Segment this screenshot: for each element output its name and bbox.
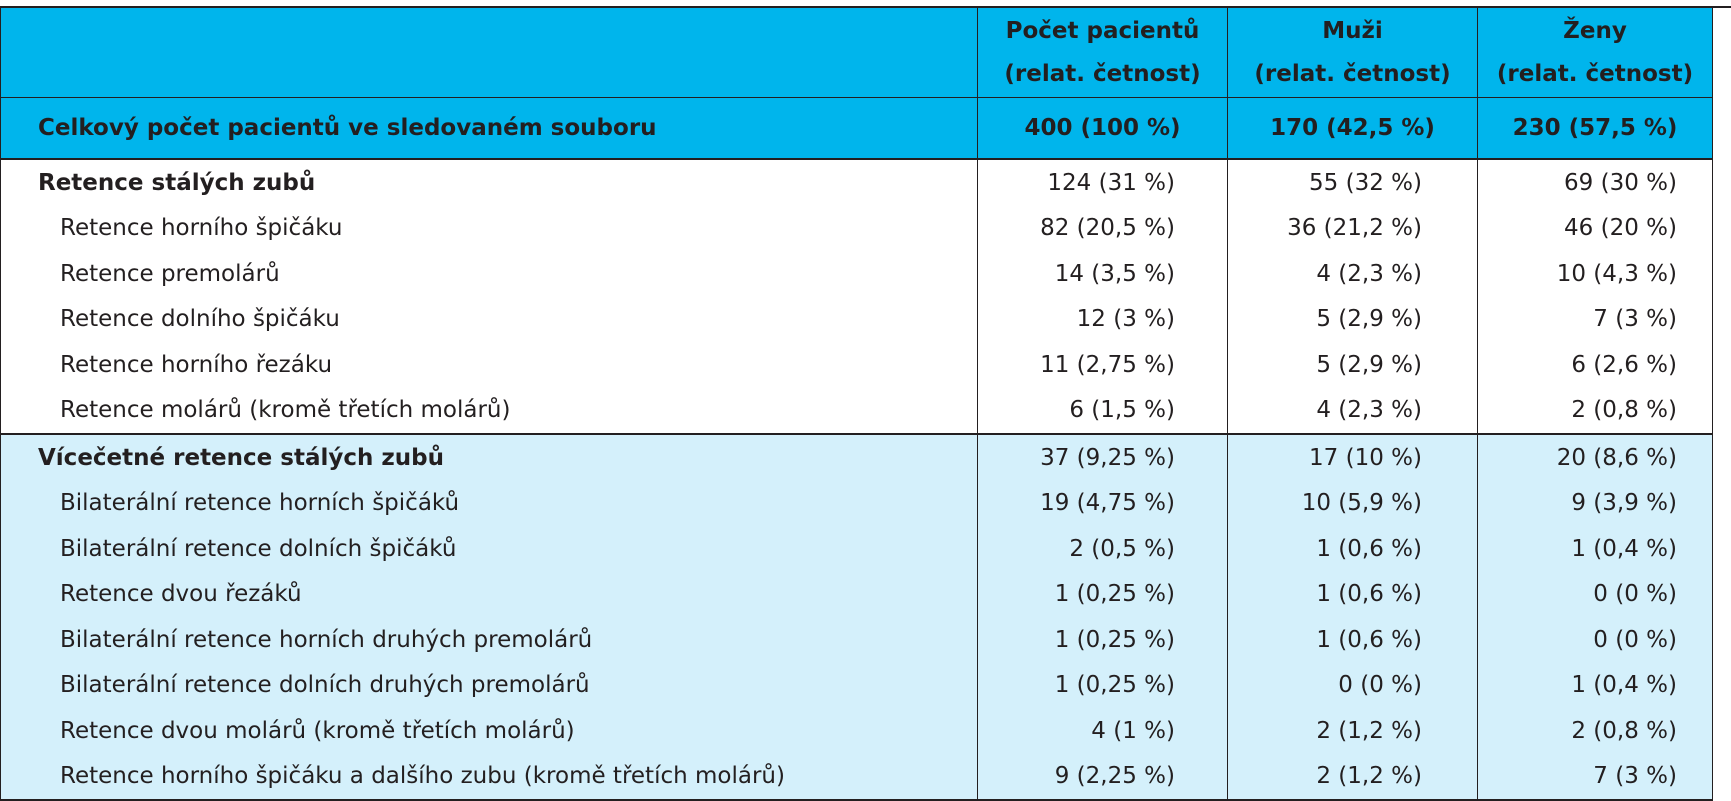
cell-women: 46 (20 %) bbox=[1477, 205, 1713, 251]
cell-men: 0 (0 %) bbox=[1227, 662, 1478, 708]
cell-women: 7 (3 %) bbox=[1477, 753, 1713, 801]
row-label: Retence dvou řezáků bbox=[0, 571, 978, 617]
cell-women: 69 (30 %) bbox=[1477, 159, 1713, 206]
cell-women: 10 (4,3 %) bbox=[1477, 251, 1713, 297]
row-label: Bilaterální retence dolních špičáků bbox=[0, 526, 978, 572]
header-men-subtitle: (relat. četnost) bbox=[1254, 60, 1451, 87]
cell-men: 1 (0,6 %) bbox=[1227, 526, 1478, 572]
header-empty-cell bbox=[0, 8, 978, 98]
row-label: Retence molárů (kromě třetích molárů) bbox=[0, 387, 978, 434]
row-label: Bilaterální retence horních špičáků bbox=[0, 480, 978, 526]
header-patient-count-title: Počet pacientů bbox=[1005, 17, 1200, 44]
cell-patients: 12 (3 %) bbox=[977, 296, 1228, 342]
table-header-row: Počet pacientů (relat. četnost) Muži (re… bbox=[0, 8, 1713, 98]
row-label: Retence horního špičáku a dalšího zubu (… bbox=[0, 753, 978, 801]
table-row: Retence dvou řezáků 1 (0,25 %) 1 (0,6 %)… bbox=[0, 571, 1713, 617]
cell-patients: 124 (31 %) bbox=[977, 159, 1228, 206]
cell-women: 7 (3 %) bbox=[1477, 296, 1713, 342]
header-women: Ženy (relat. četnost) bbox=[1477, 8, 1713, 98]
section-permanent-teeth: Retence stálých zubů 124 (31 %) 55 (32 %… bbox=[0, 159, 1713, 434]
table-row: Retence molárů (kromě třetích molárů) 6 … bbox=[0, 387, 1713, 434]
cell-men: 17 (10 %) bbox=[1227, 433, 1478, 481]
group-label: Vícečetné retence stálých zubů bbox=[0, 433, 978, 481]
header-men: Muži (relat. četnost) bbox=[1227, 8, 1478, 98]
row-label: Bilaterální retence dolních druhých prem… bbox=[0, 662, 978, 708]
header-women-subtitle: (relat. četnost) bbox=[1496, 60, 1694, 87]
table-row: Bilaterální retence dolních druhých prem… bbox=[0, 662, 1713, 708]
cell-patients: 9 (2,25 %) bbox=[977, 753, 1228, 801]
cell-patients: 1 (0,25 %) bbox=[977, 571, 1228, 617]
row-label: Retence horního řezáku bbox=[0, 342, 978, 388]
cell-women: 1 (0,4 %) bbox=[1477, 526, 1713, 572]
group-row: Vícečetné retence stálých zubů 37 (9,25 … bbox=[0, 433, 1713, 481]
group-row: Retence stálých zubů 124 (31 %) 55 (32 %… bbox=[0, 159, 1713, 206]
cell-men: 5 (2,9 %) bbox=[1227, 342, 1478, 388]
cell-men: 1 (0,6 %) bbox=[1227, 617, 1478, 663]
table-row: Retence horního řezáku 11 (2,75 %) 5 (2,… bbox=[0, 342, 1713, 388]
cell-women: 1 (0,4 %) bbox=[1477, 662, 1713, 708]
cell-patients: 37 (9,25 %) bbox=[977, 433, 1228, 481]
cell-women: 2 (0,8 %) bbox=[1477, 708, 1713, 754]
total-row: Celkový počet pacientů ve sledovaném sou… bbox=[0, 97, 1713, 160]
header-patient-count: Počet pacientů (relat. četnost) bbox=[977, 8, 1228, 98]
cell-patients: 6 (1,5 %) bbox=[977, 387, 1228, 434]
table-row: Bilaterální retence horních druhých prem… bbox=[0, 617, 1713, 663]
retention-table: Počet pacientů (relat. četnost) Muži (re… bbox=[0, 8, 1713, 801]
cell-women: 0 (0 %) bbox=[1477, 571, 1713, 617]
cell-patients: 82 (20,5 %) bbox=[977, 205, 1228, 251]
cell-men: 1 (0,6 %) bbox=[1227, 571, 1478, 617]
row-label: Bilaterální retence horních druhých prem… bbox=[0, 617, 978, 663]
cell-women: 2 (0,8 %) bbox=[1477, 387, 1713, 434]
row-label: Retence dolního špičáku bbox=[0, 296, 978, 342]
total-men: 170 (42,5 %) bbox=[1227, 97, 1478, 160]
table-row: Retence dolního špičáku 12 (3 %) 5 (2,9 … bbox=[0, 296, 1713, 342]
header-men-title: Muži bbox=[1322, 17, 1383, 44]
table-row: Retence dvou molárů (kromě třetích molár… bbox=[0, 708, 1713, 754]
cell-women: 0 (0 %) bbox=[1477, 617, 1713, 663]
header-patient-count-subtitle: (relat. četnost) bbox=[1004, 60, 1201, 87]
row-label: Retence premolárů bbox=[0, 251, 978, 297]
total-patients: 400 (100 %) bbox=[977, 97, 1228, 160]
total-women: 230 (57,5 %) bbox=[1477, 97, 1713, 160]
top-rule bbox=[0, 0, 1731, 8]
group-label: Retence stálých zubů bbox=[0, 159, 978, 206]
cell-patients: 19 (4,75 %) bbox=[977, 480, 1228, 526]
cell-patients: 4 (1 %) bbox=[977, 708, 1228, 754]
section-multiple-retentions: Vícečetné retence stálých zubů 37 (9,25 … bbox=[0, 433, 1713, 801]
cell-men: 55 (32 %) bbox=[1227, 159, 1478, 206]
cell-men: 5 (2,9 %) bbox=[1227, 296, 1478, 342]
cell-men: 10 (5,9 %) bbox=[1227, 480, 1478, 526]
cell-men: 4 (2,3 %) bbox=[1227, 387, 1478, 434]
cell-women: 6 (2,6 %) bbox=[1477, 342, 1713, 388]
table-row: Retence premolárů 14 (3,5 %) 4 (2,3 %) 1… bbox=[0, 251, 1713, 297]
cell-men: 36 (21,2 %) bbox=[1227, 205, 1478, 251]
cell-women: 20 (8,6 %) bbox=[1477, 433, 1713, 481]
cell-women: 9 (3,9 %) bbox=[1477, 480, 1713, 526]
cell-patients: 11 (2,75 %) bbox=[977, 342, 1228, 388]
cell-men: 4 (2,3 %) bbox=[1227, 251, 1478, 297]
table-row: Retence horního špičáku a dalšího zubu (… bbox=[0, 753, 1713, 801]
row-label: Retence horního špičáku bbox=[0, 205, 978, 251]
cell-patients: 1 (0,25 %) bbox=[977, 662, 1228, 708]
total-label: Celkový počet pacientů ve sledovaném sou… bbox=[0, 97, 978, 160]
cell-patients: 2 (0,5 %) bbox=[977, 526, 1228, 572]
table-row: Retence horního špičáku 82 (20,5 %) 36 (… bbox=[0, 205, 1713, 251]
cell-men: 2 (1,2 %) bbox=[1227, 753, 1478, 801]
row-label: Retence dvou molárů (kromě třetích molár… bbox=[0, 708, 978, 754]
table-row: Bilaterální retence dolních špičáků 2 (0… bbox=[0, 526, 1713, 572]
cell-men: 2 (1,2 %) bbox=[1227, 708, 1478, 754]
cell-patients: 1 (0,25 %) bbox=[977, 617, 1228, 663]
table-row: Bilaterální retence horních špičáků 19 (… bbox=[0, 480, 1713, 526]
cell-patients: 14 (3,5 %) bbox=[977, 251, 1228, 297]
header-women-title: Ženy bbox=[1563, 17, 1627, 44]
